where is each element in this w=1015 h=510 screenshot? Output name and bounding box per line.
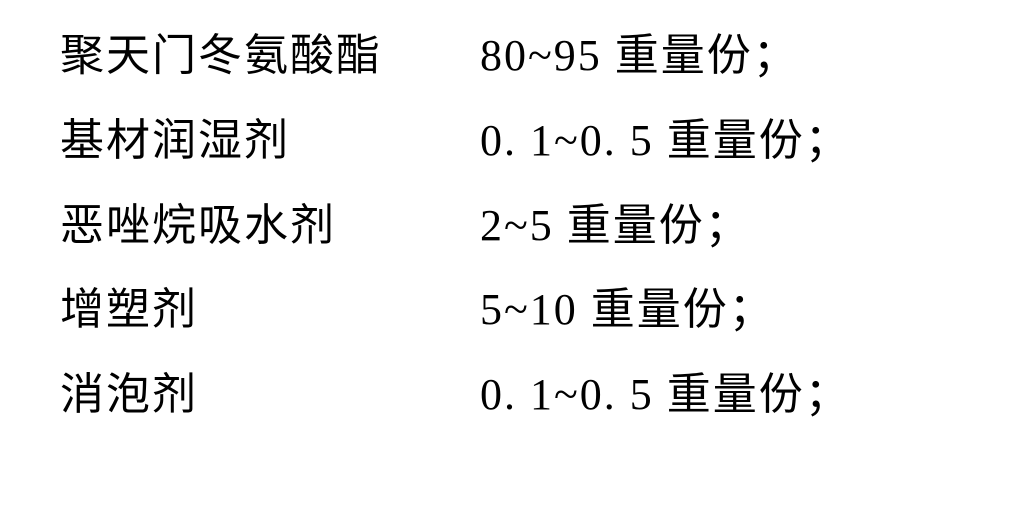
table-row: 恶唑烷吸水剂 2~5 重量份； bbox=[60, 200, 975, 253]
table-row: 消泡剂 0. 1~0. 5 重量份； bbox=[60, 369, 975, 422]
table-row: 增塑剂 5~10 重量份； bbox=[60, 284, 975, 337]
ingredient-amount: 0. 1~0. 5 重量份； bbox=[480, 115, 851, 168]
ingredient-amount: 2~5 重量份； bbox=[480, 200, 751, 253]
ingredient-name: 基材润湿剂 bbox=[60, 115, 480, 168]
ingredient-name: 聚天门冬氨酸酯 bbox=[60, 30, 480, 83]
ingredient-list: 聚天门冬氨酸酯 80~95 重量份； 基材润湿剂 0. 1~0. 5 重量份； … bbox=[0, 0, 1015, 474]
table-row: 基材润湿剂 0. 1~0. 5 重量份； bbox=[60, 115, 975, 168]
ingredient-amount: 5~10 重量份； bbox=[480, 284, 775, 337]
table-row: 聚天门冬氨酸酯 80~95 重量份； bbox=[60, 30, 975, 83]
ingredient-name: 增塑剂 bbox=[60, 284, 480, 337]
ingredient-amount: 80~95 重量份； bbox=[480, 30, 799, 83]
ingredient-amount: 0. 1~0. 5 重量份； bbox=[480, 369, 851, 422]
ingredient-name: 恶唑烷吸水剂 bbox=[60, 200, 480, 253]
ingredient-name: 消泡剂 bbox=[60, 369, 480, 422]
